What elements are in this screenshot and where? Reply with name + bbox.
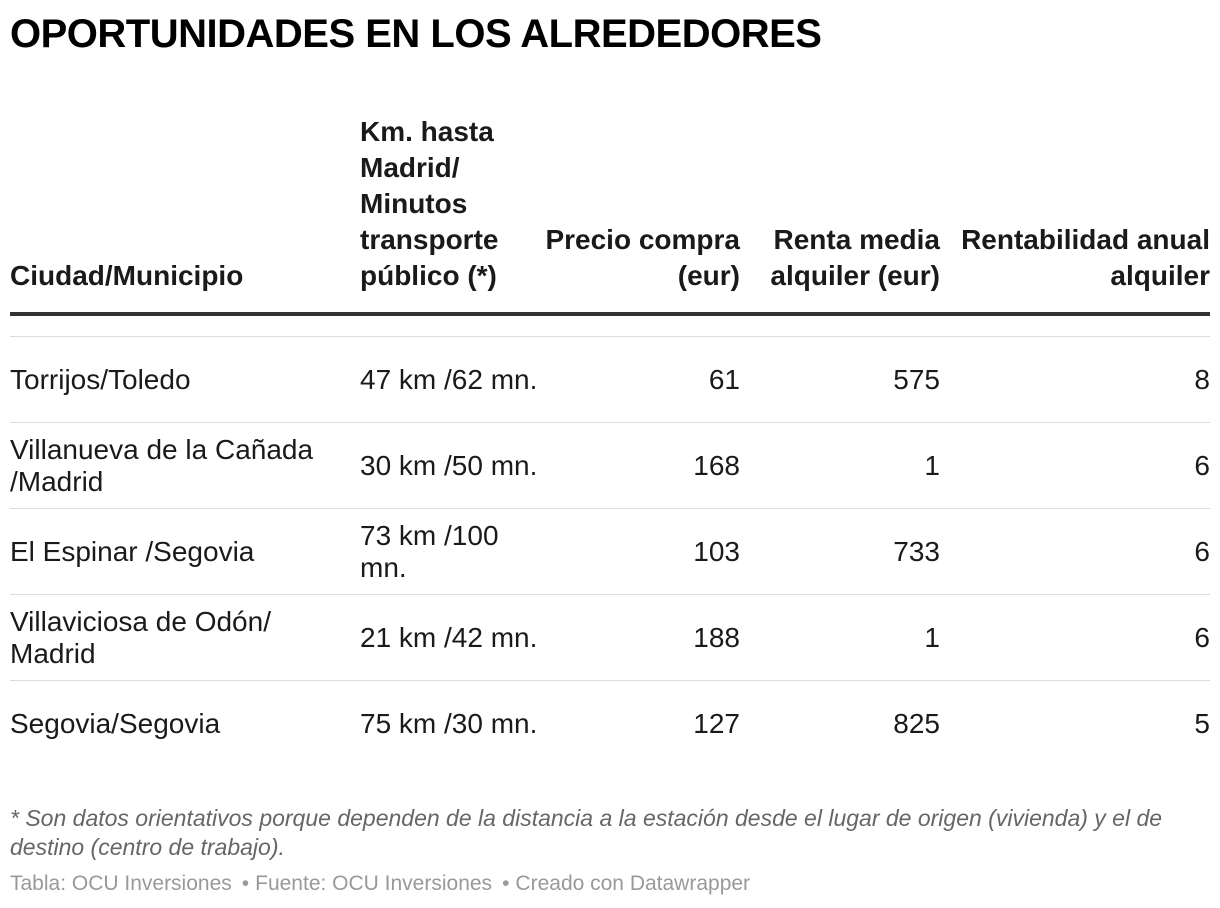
column-header-yield: Rentabilidad anual alquiler (940, 114, 1210, 316)
cell-yield: 5 (1194, 707, 1210, 739)
table-row: Villaviciosa de Odón/ Madrid 21 km /42 mn… (10, 594, 1210, 681)
cell-price: 127 (693, 707, 740, 739)
cell-price: 168 (540, 422, 740, 509)
footer-source: Fuente: OCU Inversiones (255, 872, 493, 895)
table-row: El Espinar /Segovia 73 km /100 mn. 103 733 6 (10, 508, 1210, 595)
table-body: Torrijos/Toledo 47 km /62 mn. 61 575 8 Villan… (10, 314, 1210, 766)
cell-rent: 1 (740, 422, 940, 509)
cell-distance: 30 km /50 mn. (360, 422, 540, 509)
cell-distance: 21 km /42 mn. (360, 594, 540, 681)
cell-distance: 73 km /100 mn. (360, 508, 540, 595)
cell-rent: 1 (740, 594, 940, 681)
cell-city: Torrijos/Toledo (10, 336, 360, 423)
cell-price: 61 (540, 336, 740, 423)
cell-rent: 825 (893, 707, 940, 739)
column-header-city: Ciudad/Municipio (10, 114, 360, 316)
column-header-distance: Km. hasta Madrid/ Minutos transporte púb… (360, 114, 540, 316)
cell-city: Segovia/Segovia (10, 707, 221, 739)
cell-yield: 6 (940, 594, 1210, 681)
footer-separator: • (502, 872, 510, 895)
table-spacer-row (10, 314, 1210, 337)
cell-price: 103 (540, 508, 740, 595)
cell-rent: 575 (740, 336, 940, 423)
chart-title: OPORTUNIDADES EN LOS ALREDEDORES (10, 12, 822, 56)
column-header-rent: Renta media alquiler (eur) (740, 114, 940, 316)
cell-distance: 47 km /62 mn. (360, 336, 540, 423)
cell-price: 188 (540, 594, 740, 681)
table-row: Segovia/Segovia 75 km /30 mn. 127 825 5 (10, 681, 1210, 767)
cell-city: Villanueva de la Cañada /Madrid (10, 422, 360, 509)
chart-footer: Tabla: OCU Inversiones • Fuente: OCU Inver… (10, 872, 750, 896)
cell-rent: 733 (740, 508, 940, 595)
spacer-cell (10, 314, 1210, 337)
table-row: Villanueva de la Cañada /Madrid 30 km /50… (10, 422, 1210, 509)
data-table: Ciudad/Municipio Km. hasta Madrid/ Minut… (10, 114, 1210, 766)
column-header-price: Precio compra (eur) (540, 114, 740, 316)
cell-city: El Espinar /Segovia (10, 508, 360, 595)
cell-yield: 6 (940, 422, 1210, 509)
footnote: * Son datos orientativos porque dependen… (10, 805, 1163, 860)
footer-datawrapper-credit: Creado con Datawrapper (515, 872, 751, 895)
cell-yield: 8 (940, 336, 1210, 423)
table-row: Torrijos/Toledo 47 km /62 mn. 61 575 8 (10, 336, 1210, 423)
cell-yield: 6 (940, 508, 1210, 595)
cell-city: Villaviciosa de Odón/ Madrid (10, 594, 360, 681)
footer-table-credit: Tabla: OCU Inversiones (10, 872, 232, 895)
footer-separator: • (241, 872, 250, 895)
table-header-row: Ciudad/Municipio Km. hasta Madrid/ Minut… (10, 114, 1210, 316)
cell-distance: 75 km /30 mn. (360, 707, 538, 739)
